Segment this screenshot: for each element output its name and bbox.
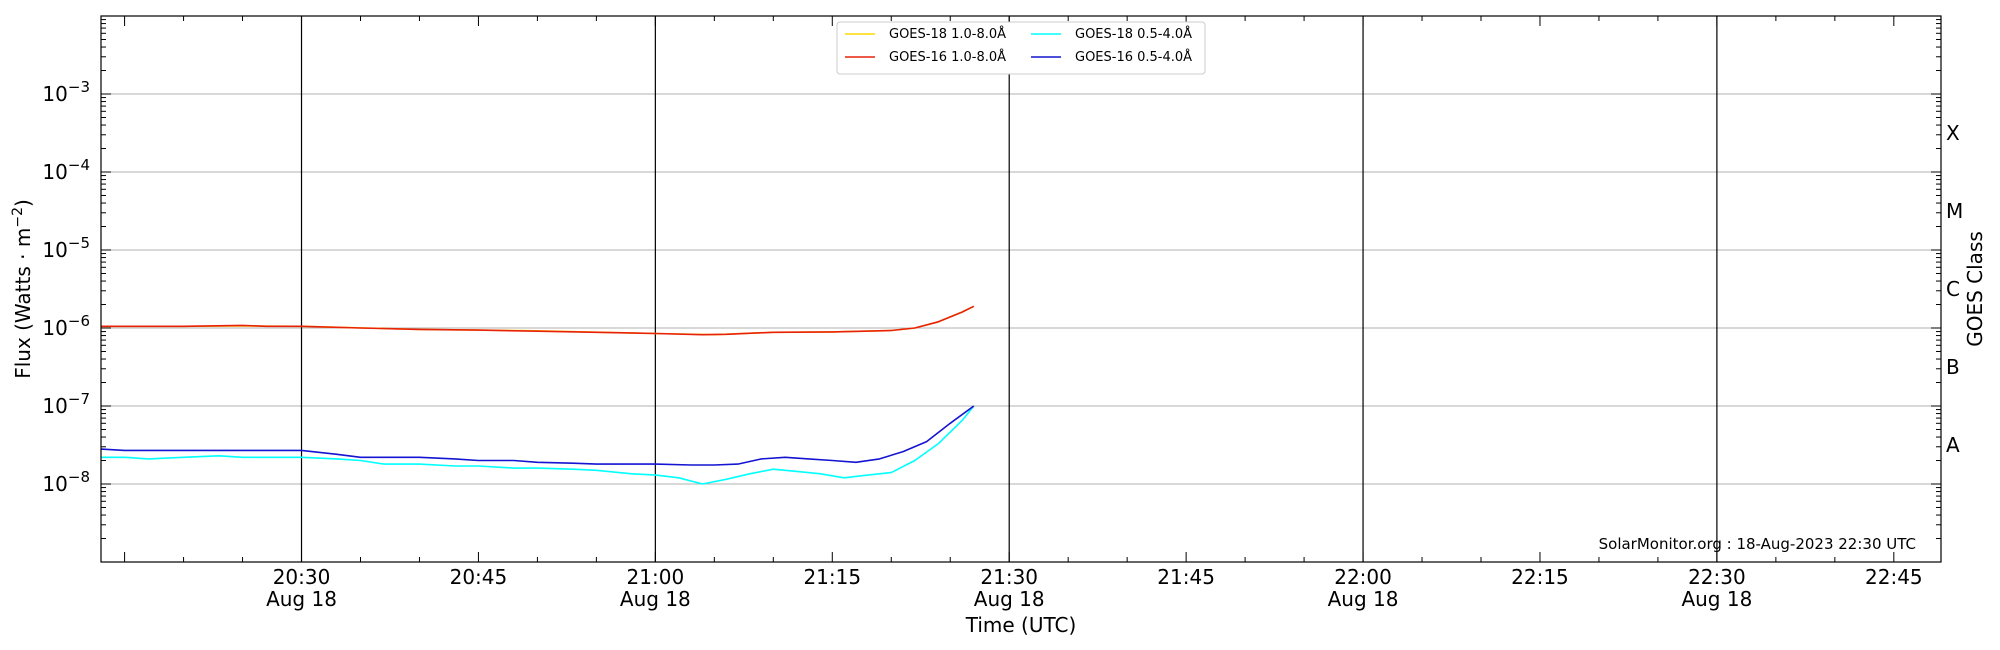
axis-ticks	[101, 15, 1941, 563]
legend-items: GOES-18 1.0-8.0Å GOES-16 1.0-8.0Å GOES-18 …	[845, 26, 1192, 65]
x-tick-label: 22:30	[1688, 565, 1746, 589]
y-tick-label-exponent: −4	[68, 156, 90, 174]
y-tick-label-exponent: −7	[68, 390, 90, 408]
y-tick-label-base: 10	[42, 82, 67, 106]
y-tick-label-base: 10	[42, 394, 67, 418]
y-tick-label: 10−8	[42, 468, 90, 496]
legend-label: GOES-16 0.5-4.0Å	[1075, 49, 1192, 65]
series-line	[100, 405, 975, 466]
legend: GOES-18 1.0-8.0Å GOES-16 1.0-8.0Å GOES-18 …	[836, 21, 1206, 75]
day-vertical-lines	[300, 16, 1718, 562]
y-tick-label-exponent: −6	[68, 312, 90, 330]
legend-label: GOES-18 1.0-8.0Å	[889, 26, 1006, 42]
legend-box	[836, 21, 1206, 75]
series-lines	[100, 305, 975, 485]
y-axis-title-main: Flux (Watts · m	[11, 228, 35, 379]
x-tick-label: 20:45	[450, 565, 508, 589]
x-tick-label: 21:30	[980, 565, 1038, 589]
x-tick-label: 21:15	[803, 565, 861, 589]
x-axis-title: Time (UTC)	[965, 613, 1077, 637]
x-tick-label: 22:00	[1334, 565, 1392, 589]
y-tick-label-base: 10	[42, 160, 67, 184]
y-tick-label-base: 10	[42, 472, 67, 496]
plot-frame	[100, 15, 1942, 563]
y-axis-title-close: )	[11, 199, 35, 207]
y-tick-label-exponent: −8	[68, 468, 90, 486]
y-axis-title: Flux (Watts · m−2)	[10, 199, 35, 379]
legend-label: GOES-18 0.5-4.0Å	[1075, 26, 1192, 42]
footer-credit: SolarMonitor.org : 18-Aug-2023 22:30 UTC	[1599, 535, 1916, 553]
y-tick-label-exponent: −5	[68, 234, 90, 252]
x-tick-label: 20:30	[273, 565, 331, 589]
x-tick-date-label: Aug 18	[620, 587, 691, 611]
y-tick-label: 10−3	[42, 78, 90, 106]
legend-label: GOES-16 1.0-8.0Å	[889, 49, 1006, 65]
y-tick-label-base: 10	[42, 316, 67, 340]
y-tick-label: 10−6	[42, 312, 90, 340]
x-tick-date-label: Aug 18	[1681, 587, 1752, 611]
x-tick-date-label: Aug 18	[974, 587, 1045, 611]
goes-class-label: X	[1946, 121, 1960, 145]
x-tick-label: 21:45	[1157, 565, 1215, 589]
x-tick-label: 22:45	[1865, 565, 1923, 589]
series-line	[101, 305, 975, 336]
series-line	[101, 405, 975, 485]
goes-class-label: B	[1946, 355, 1960, 379]
y2-axis-title: GOES Class	[1963, 231, 1987, 347]
x-tick-date-label: Aug 18	[1328, 587, 1399, 611]
y-axis-title-exponent: −2	[10, 207, 26, 228]
y-tick-label: 10−4	[42, 156, 90, 184]
goes-class-label: A	[1946, 433, 1960, 457]
y-tick-label: 10−5	[42, 234, 90, 262]
y-tick-label: 10−7	[42, 390, 90, 418]
y-tick-labels: 10−810−710−610−510−410−3	[42, 78, 90, 496]
goes-class-label: M	[1946, 199, 1963, 223]
grid-lines	[101, 93, 1941, 485]
x-tick-label: 21:00	[627, 565, 685, 589]
goes-class-labels: A B C M X	[1946, 121, 1963, 457]
x-tick-date-label: Aug 18	[266, 587, 337, 611]
x-tick-label: 22:15	[1511, 565, 1569, 589]
y-tick-label-base: 10	[42, 238, 67, 262]
goes-class-label: C	[1946, 277, 1960, 301]
y-tick-label-exponent: −3	[68, 78, 90, 96]
